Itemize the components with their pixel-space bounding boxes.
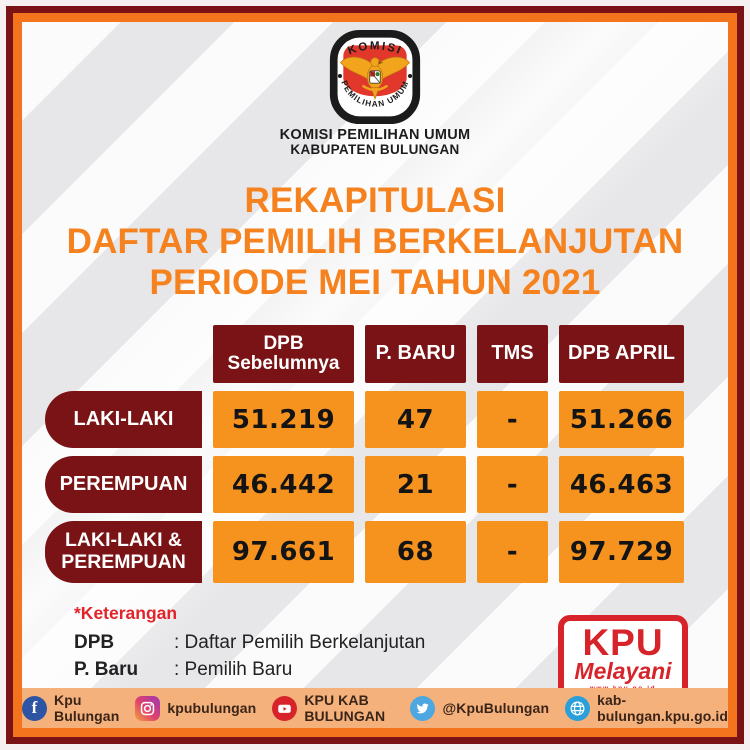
cell-perempuan-p-baru: 21 <box>365 456 466 514</box>
instagram-icon <box>135 695 161 721</box>
cell-total-tms: - <box>477 521 548 584</box>
org-name: KOMISI PEMILIHAN UMUM KABUPATEN BULUNGAN <box>279 127 471 158</box>
website-label: kab-bulungan.kpu.go.id <box>597 692 728 724</box>
cell-laki-p-baru: 47 <box>365 391 466 449</box>
keterangan-term: DPB <box>74 632 115 654</box>
keterangan-desc: : Daftar Pemilih Berkelanjutan <box>174 632 426 654</box>
facebook-icon: f <box>22 695 47 721</box>
outer-maroon-frame: KOMISI PEMILIHAN UMUM KOMISI PEMILIHAN U… <box>6 6 744 744</box>
inner-orange-frame: KOMISI PEMILIHAN UMUM KOMISI PEMILIHAN U… <box>13 13 737 737</box>
footer-youtube-link[interactable]: KPU KAB BULUNGAN <box>272 692 394 724</box>
logo-top-text: KOMISI <box>346 40 402 57</box>
col-header-p-baru: P. BARU <box>365 325 466 384</box>
instagram-label: kpubulungan <box>167 700 257 716</box>
cell-total-dpb-april: 97.729 <box>559 521 684 584</box>
cell-perempuan-tms: - <box>477 456 548 514</box>
footer-twitter-link[interactable]: @KpuBulungan <box>410 695 550 721</box>
row-label-total: LAKI-LAKI & PEREMPUAN <box>45 521 202 584</box>
footer-facebook-link[interactable]: f Kpu Bulungan <box>22 692 119 724</box>
youtube-label: KPU KAB BULUNGAN <box>304 692 386 724</box>
recap-table: DPB Sebelumnya P. BARU TMS DPB APRIL LAK… <box>22 325 728 584</box>
twitter-icon <box>410 695 436 721</box>
cell-total-dpb-sebelumnya: 97.661 <box>213 521 354 584</box>
keterangan-term: P. Baru <box>74 659 139 681</box>
cell-perempuan-dpb-april: 46.463 <box>559 456 684 514</box>
cell-laki-dpb-april: 51.266 <box>559 391 684 449</box>
row-label-perempuan: PEREMPUAN <box>45 456 202 514</box>
col-header-dpb-april: DPB APRIL <box>559 325 684 384</box>
cell-laki-tms: - <box>477 391 548 449</box>
facebook-label: Kpu Bulungan <box>54 692 120 724</box>
header-spacer <box>45 325 202 383</box>
youtube-icon <box>272 695 298 721</box>
title-line1: REKAPITULASI <box>244 181 506 221</box>
cell-total-p-baru: 68 <box>365 521 466 584</box>
kpu-logo-icon: KOMISI PEMILIHAN UMUM <box>329 29 421 125</box>
kpu-logo-block: KOMISI PEMILIHAN UMUM KOMISI PEMILIHAN U… <box>22 29 728 157</box>
page-title: REKAPITULASI DAFTAR PEMILIH BERKELANJUTA… <box>22 181 728 303</box>
org-name-line1: KOMISI PEMILIHAN UMUM <box>279 127 471 143</box>
melayani-text: Melayani <box>574 658 672 685</box>
svg-text:KOMISI: KOMISI <box>346 40 404 57</box>
cell-laki-dpb-sebelumnya: 51.219 <box>213 391 354 449</box>
org-name-line2: KABUPATEN BULUNGAN <box>290 142 460 158</box>
title-line2: DAFTAR PEMILIH BERKELANJUTAN <box>66 221 684 261</box>
melayani-kpu-text: KPU <box>582 622 664 664</box>
col-header-dpb-sebelumnya: DPB Sebelumnya <box>213 325 354 384</box>
row-label-laki-laki: LAKI-LAKI <box>45 391 202 449</box>
col-header-tms: TMS <box>477 325 548 384</box>
cell-perempuan-dpb-sebelumnya: 46.442 <box>213 456 354 514</box>
keterangan-item-dpb: DPB : Daftar Pemilih Berkelanjutan <box>74 632 490 654</box>
footer-website-link[interactable]: kab-bulungan.kpu.go.id <box>565 692 728 724</box>
keterangan-item-p-baru: P. Baru : Pemilih Baru <box>74 659 490 681</box>
title-line3: PERIODE MEI TAHUN 2021 <box>149 262 601 302</box>
twitter-label: @KpuBulungan <box>442 700 550 716</box>
footer-instagram-link[interactable]: kpubulungan <box>135 695 257 721</box>
keterangan-title: *Keterangan <box>74 603 178 624</box>
social-footer: f Kpu Bulungan kpubulungan <box>22 688 728 728</box>
keterangan-desc: : Pemilih Baru <box>174 659 293 681</box>
globe-icon <box>565 695 591 721</box>
poster-content: KOMISI PEMILIHAN UMUM KOMISI PEMILIHAN U… <box>22 22 728 728</box>
